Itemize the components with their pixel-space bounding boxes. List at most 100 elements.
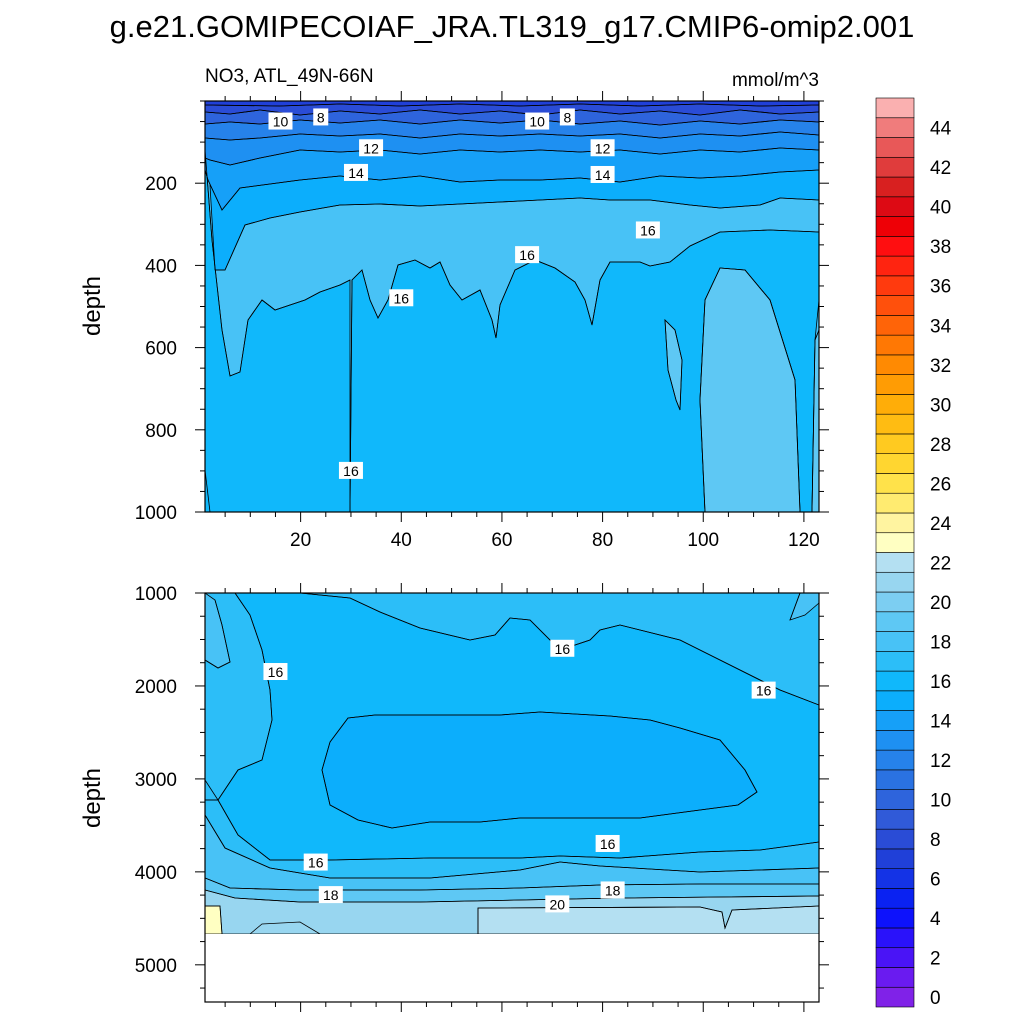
colorbar-box bbox=[875, 789, 915, 810]
contour-label: 10 bbox=[268, 112, 293, 130]
contour-label-text: 12 bbox=[363, 140, 379, 156]
upper-contour-15 bbox=[215, 197, 819, 271]
contour-label-text: 16 bbox=[640, 222, 656, 238]
contour-label-box bbox=[313, 108, 329, 126]
upper-contour-16-mid bbox=[349, 229, 819, 512]
contour-label: 16 bbox=[635, 221, 660, 239]
contour-label-text: 16 bbox=[308, 855, 324, 871]
colorbar-box bbox=[875, 927, 915, 949]
colorbar-tick-label: 42 bbox=[930, 158, 951, 179]
colorbar-box bbox=[875, 413, 915, 435]
colorbar-box bbox=[875, 947, 915, 968]
colorbar-box bbox=[875, 137, 915, 158]
lower-fill-23 bbox=[205, 905, 223, 934]
contour-label-box bbox=[303, 853, 328, 871]
contour-label: 14 bbox=[343, 163, 368, 181]
units-label: mmol/m^3 bbox=[732, 70, 819, 91]
upper-contour-17b bbox=[664, 318, 683, 411]
colorbar-tick-label: 16 bbox=[930, 672, 951, 693]
lower-ylabel: depth bbox=[79, 768, 106, 828]
upper-contour-16-left bbox=[205, 149, 351, 377]
contour-label-text: 16 bbox=[756, 683, 772, 699]
upper-contour-14 bbox=[205, 169, 819, 211]
contour-label-box bbox=[389, 289, 414, 307]
colorbar-box bbox=[875, 216, 915, 237]
contour-label-text: 16 bbox=[343, 463, 359, 479]
x-tick-label: 20 bbox=[290, 530, 311, 551]
contour-label-text: 16 bbox=[555, 641, 571, 657]
upper-contour-6 bbox=[205, 103, 819, 107]
lower-frame bbox=[204, 592, 820, 1003]
panel-subtitle: NO3, ATL_49N-66N bbox=[205, 66, 374, 87]
contour-label-box bbox=[268, 112, 293, 130]
colorbar-tick-label: 14 bbox=[930, 711, 952, 732]
contour-label-box bbox=[595, 834, 620, 852]
lower-contour-20 bbox=[477, 905, 819, 934]
colorbar-tick-label: 40 bbox=[930, 198, 951, 219]
contour-label: 16 bbox=[751, 681, 776, 699]
x-tick-label: 120 bbox=[788, 530, 820, 551]
lower-ticks: 1000 2000 3000 4000 5000 bbox=[135, 583, 829, 1012]
upper-contour-12 bbox=[205, 131, 819, 141]
contour-label: 14 bbox=[590, 165, 615, 183]
colorbar-box bbox=[875, 295, 915, 316]
lower-contour-20b bbox=[249, 921, 321, 934]
colorbar: 0246810121416182022242628303234363840424… bbox=[875, 97, 952, 1009]
contour-label-text: 14 bbox=[348, 165, 364, 181]
y-tick-label: 600 bbox=[145, 339, 177, 360]
colorbar-box bbox=[875, 275, 915, 296]
contour-label-box bbox=[590, 165, 615, 183]
colorbar-tick-label: 34 bbox=[930, 316, 952, 337]
colorbar-box bbox=[875, 749, 915, 771]
contour-label: 16 bbox=[303, 853, 328, 871]
colorbar-box bbox=[875, 552, 915, 573]
contour-label-box bbox=[751, 681, 776, 699]
lower-nodata-area bbox=[205, 934, 819, 1002]
colorbar-tick-label: 22 bbox=[930, 553, 951, 574]
contour-label-text: 16 bbox=[600, 836, 616, 852]
colorbar-tick-label: 4 bbox=[930, 909, 941, 930]
contour-label-box bbox=[515, 246, 540, 264]
contour-label-text: 16 bbox=[393, 290, 409, 306]
contour-label-text: 18 bbox=[323, 887, 339, 903]
y-tick-label: 3000 bbox=[135, 770, 177, 791]
contour-label: 16 bbox=[515, 246, 540, 264]
colorbar-box bbox=[875, 888, 915, 909]
lower-contour-15-core bbox=[321, 711, 758, 829]
colorbar-tick-label: 24 bbox=[930, 514, 952, 535]
contour-label: 10 bbox=[525, 112, 550, 130]
contour-label: 18 bbox=[600, 881, 625, 899]
contour-label: 8 bbox=[313, 108, 329, 126]
contour-label-box bbox=[343, 163, 368, 181]
contour-label-text: 10 bbox=[273, 114, 289, 130]
colorbar-box bbox=[875, 809, 915, 830]
colorbar-tick-label: 26 bbox=[930, 474, 951, 495]
contour-label-box bbox=[525, 112, 550, 130]
contour-label-text: 16 bbox=[268, 664, 284, 680]
contour-label: 18 bbox=[318, 886, 343, 904]
colorbar-box bbox=[875, 176, 915, 198]
x-tick-label: 40 bbox=[391, 530, 412, 551]
y-tick-label: 400 bbox=[145, 256, 177, 277]
contour-label-text: 8 bbox=[317, 109, 325, 125]
colorbar-box bbox=[875, 986, 915, 1008]
colorbar-box bbox=[875, 236, 915, 257]
contour-label-text: 14 bbox=[595, 167, 611, 183]
contour-label: 12 bbox=[590, 139, 615, 157]
contour-label-box bbox=[635, 221, 660, 239]
contour-label-text: 12 bbox=[595, 140, 611, 156]
x-tick-label: 60 bbox=[491, 530, 512, 551]
colorbar-tick-label: 2 bbox=[930, 949, 941, 970]
colorbar-box bbox=[875, 571, 915, 593]
colorbar-box bbox=[875, 433, 915, 454]
lower-panel: 1000 2000 3000 4000 5000 16 16 16 16 16 18 18 20 de… bbox=[79, 583, 829, 1012]
colorbar-box bbox=[875, 156, 915, 178]
contour-label-box bbox=[545, 895, 570, 913]
contour-label-text: 16 bbox=[519, 247, 535, 263]
colorbar-tick-label: 10 bbox=[930, 791, 951, 812]
colorbar-box bbox=[875, 828, 915, 850]
colorbar-tick-label: 28 bbox=[930, 435, 951, 456]
y-tick-label: 800 bbox=[145, 421, 177, 442]
colorbar-tick-label: 38 bbox=[930, 237, 951, 258]
